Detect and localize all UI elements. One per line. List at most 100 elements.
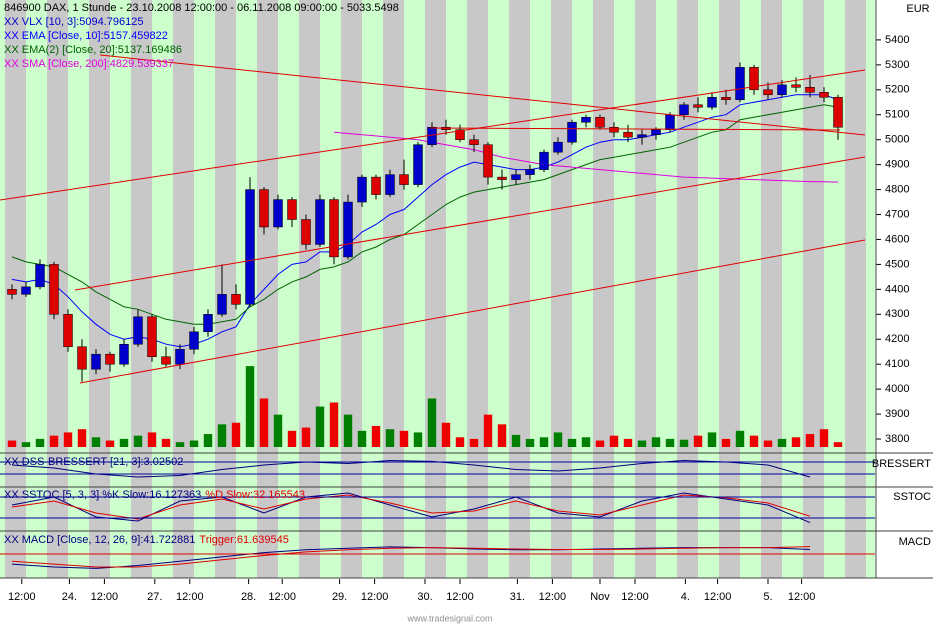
- volume-bar: [385, 429, 395, 447]
- legend-entry: XX VLX [10, 3]:5094.796125: [4, 16, 143, 28]
- axis-label: SSTOC: [893, 491, 931, 503]
- candle-body: [553, 141, 563, 153]
- legend-entry: XX EMA(2) [Close, 20]:5137.169486: [4, 44, 182, 56]
- legend-entry: %D Slow:32.165543: [205, 489, 305, 501]
- price-axis-background: [876, 0, 933, 578]
- volume-bar: [679, 439, 689, 447]
- candle-body: [721, 97, 731, 101]
- volume-bar: [161, 438, 171, 447]
- x-tick-label: 24.: [62, 591, 77, 603]
- candle-body: [119, 343, 129, 365]
- candle-body: [777, 84, 787, 96]
- volume-bar: [833, 442, 843, 447]
- volume-bar: [553, 432, 563, 447]
- volume-bar: [273, 414, 283, 447]
- volume-bar: [175, 442, 185, 447]
- indicator-line: [11, 546, 811, 568]
- y-tick-label: 5000: [885, 134, 909, 146]
- volume-bar: [735, 430, 745, 447]
- volume-bar: [21, 442, 31, 447]
- footer: www.tradesignal.com: [406, 613, 492, 623]
- candle-body: [413, 144, 423, 185]
- x-tick-label: 12:00: [176, 591, 204, 603]
- volume-bar: [455, 437, 465, 447]
- candle-body: [63, 314, 73, 347]
- candle-body: [315, 199, 325, 245]
- candle-body: [399, 174, 409, 185]
- volume-bar: [357, 430, 367, 447]
- candle-body: [161, 356, 171, 365]
- volume-bar: [343, 414, 353, 447]
- candle-body: [91, 353, 101, 370]
- legend-entry: Trigger:61.639545: [199, 534, 289, 546]
- y-tick-label: 4800: [885, 183, 909, 195]
- volume-bar: [609, 435, 619, 447]
- candle-body: [749, 67, 759, 91]
- x-tick-label: 5.: [763, 591, 772, 603]
- candle-body: [609, 126, 619, 133]
- candle-body: [175, 348, 185, 365]
- volume-bar: [371, 425, 381, 447]
- chart-title: 846900 DAX, 1 Stunde - 23.10.2008 12:00:…: [4, 2, 399, 14]
- y-tick-label: 3900: [885, 408, 909, 420]
- volume-bar: [637, 440, 647, 447]
- volume-bar: [301, 427, 311, 447]
- volume-bar: [819, 429, 829, 447]
- volume-bar: [567, 438, 577, 447]
- candle-body: [469, 139, 479, 145]
- candle-body: [245, 189, 255, 305]
- volume-bar: [763, 440, 773, 447]
- y-tick-label: 4500: [885, 258, 909, 270]
- candle-body: [707, 97, 717, 108]
- legend-entry: XX EMA [Close, 10]:5157.459822: [4, 30, 168, 42]
- volume-bar: [693, 435, 703, 447]
- x-tick-label: 12:00: [704, 591, 732, 603]
- volume-bar: [231, 422, 241, 447]
- y-tick-label: 3800: [885, 433, 909, 445]
- volume-bar: [651, 437, 661, 447]
- x-tick-label: 12:00: [539, 591, 567, 603]
- y-tick-label: 4200: [885, 333, 909, 345]
- axis-label: BRESSERT: [872, 458, 931, 470]
- candle-body: [7, 289, 17, 295]
- trend-line: [429, 127, 841, 131]
- y-tick-label: 4600: [885, 233, 909, 245]
- frame: [0, 0, 933, 579]
- volume-bar: [497, 424, 507, 447]
- candle-body: [819, 92, 829, 98]
- trend-line: [0, 69, 866, 201]
- candle-body: [679, 104, 689, 115]
- volume-bar: [791, 437, 801, 447]
- x-tick-label: 12:00: [446, 591, 474, 603]
- volume-bar: [413, 432, 423, 447]
- candle-body: [301, 219, 311, 245]
- legend-entry: XX DSS-BRESSERT [21, 3]:3.02502: [4, 456, 183, 468]
- volume-bar: [245, 366, 255, 447]
- candle-body: [273, 199, 283, 228]
- plot-background: [0, 0, 875, 578]
- candle-body: [581, 116, 591, 123]
- volume-bar: [329, 402, 339, 447]
- candle-body: [693, 104, 703, 108]
- volume-bar: [203, 434, 213, 447]
- candle-body: [805, 87, 815, 93]
- indicator-line: [11, 104, 839, 325]
- y-tick-label: 4000: [885, 383, 909, 395]
- trend-line: [74, 156, 866, 291]
- candle-body: [623, 131, 633, 138]
- y-tick-label: 4700: [885, 208, 909, 220]
- volume-bar: [511, 434, 521, 447]
- x-tick-label: 4.: [681, 591, 690, 603]
- x-tick-label: 31.: [510, 591, 525, 603]
- candle-body: [665, 114, 675, 130]
- candle-body: [329, 199, 339, 258]
- x-tick-label: 27.: [147, 591, 162, 603]
- candle-body: [231, 294, 241, 305]
- candle-body: [287, 199, 297, 220]
- y-tick-label: 4100: [885, 358, 909, 370]
- time-axis-background: [0, 579, 933, 626]
- axis-label: EUR: [906, 3, 929, 15]
- candle-body: [497, 176, 507, 180]
- candle-body: [105, 353, 115, 365]
